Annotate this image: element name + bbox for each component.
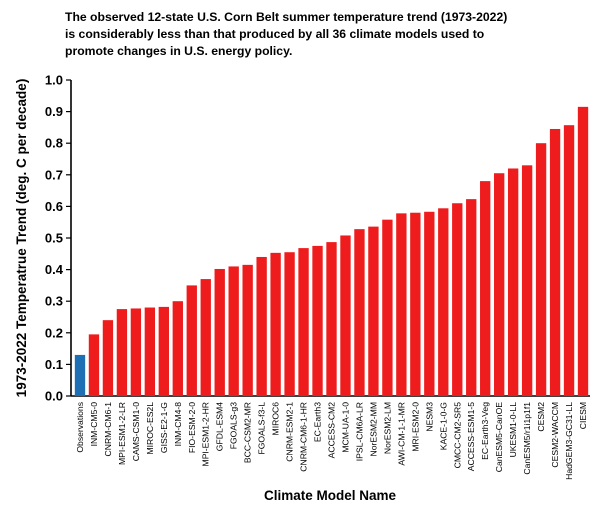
x-category-label: ACCESS-CM2 xyxy=(327,402,337,459)
x-category-label: BCC-CSM2-MR xyxy=(243,402,253,463)
x-category-label: Observations xyxy=(75,402,85,453)
x-category-label: CIESM xyxy=(578,402,588,429)
bar-model xyxy=(144,307,156,396)
x-category-label: INM-CM4-8 xyxy=(173,402,183,447)
bar-model xyxy=(116,309,128,396)
x-category-label: CNRM-ESM2-1 xyxy=(285,402,295,462)
bar-model xyxy=(424,211,435,396)
bar-model xyxy=(452,203,463,396)
x-category-label: MPI-ESM1-2-LR xyxy=(117,402,127,465)
x-category-label: CanESM5-CanOE xyxy=(494,402,504,472)
x-axis-title: Climate Model Name xyxy=(264,488,397,503)
y-tick-label: 0.0 xyxy=(45,389,63,404)
x-category-label: MRI-ESM2-0 xyxy=(410,402,420,452)
x-category-label: KACE-1-0-G xyxy=(438,402,448,451)
x-axis-category-labels: Observations INM-CM5-0 CNRM-CM6-1 MPI-ESM1-… xyxy=(75,402,588,480)
bars xyxy=(74,106,589,397)
x-category-label: CESM2-WACCM xyxy=(550,402,560,468)
bar-model xyxy=(340,235,351,396)
bar-model xyxy=(577,106,589,397)
bar-model xyxy=(521,165,533,396)
x-category-label: ACCESS-ESM1-5 xyxy=(466,402,476,471)
bar-model xyxy=(466,199,477,396)
x-category-label: MIROC-ES2L xyxy=(145,402,155,455)
y-tick-label: 0.1 xyxy=(45,357,63,372)
y-tick-label: 0.9 xyxy=(45,104,63,119)
y-tick-label: 0.2 xyxy=(45,325,63,340)
x-category-label: NESM3 xyxy=(424,402,434,432)
x-category-label: NorESM2-LM xyxy=(382,402,392,454)
bar-model xyxy=(270,252,281,396)
x-category-label: FGOALS-f3-L xyxy=(257,402,267,455)
x-category-label: MPI-ESM1-2-HR xyxy=(201,402,211,466)
bar-model xyxy=(410,212,421,396)
x-category-label: AWI-CM-1-1-MR xyxy=(396,402,406,466)
x-category-label: INM-CM5-0 xyxy=(89,402,99,447)
x-category-label: NorESM2-MM xyxy=(368,402,378,456)
chart-title-line: promote changes in U.S. energy policy. xyxy=(65,44,293,58)
bar-model xyxy=(158,306,169,396)
y-tick-label: 0.5 xyxy=(45,231,63,246)
bar-model xyxy=(88,334,100,396)
bar-model xyxy=(396,213,407,396)
x-category-label: HadGEM3-GC31-LL xyxy=(564,402,574,480)
bar-model xyxy=(326,242,337,396)
y-tick-label: 0.8 xyxy=(45,136,63,151)
y-tick-label: 0.7 xyxy=(45,167,63,182)
bar-model xyxy=(228,266,239,396)
x-category-label: UKESM1-0-LL xyxy=(508,402,518,458)
x-category-label: GISS-E2-1-G xyxy=(159,402,169,453)
chart-title: The observed 12-state U.S. Corn Belt sum… xyxy=(65,9,585,60)
y-tick-label: 0.6 xyxy=(45,199,63,214)
x-category-label: FIO-ESM-2-0 xyxy=(187,402,197,453)
bar-model xyxy=(535,143,547,396)
bar-model xyxy=(494,173,505,396)
y-tick-label: 0.3 xyxy=(45,294,63,309)
bar-model xyxy=(102,320,114,396)
y-axis-title: 1973-2022 Temperatrue Trend (deg. C per … xyxy=(14,79,29,398)
bar-model xyxy=(563,125,575,396)
x-category-label: MIROC6 xyxy=(271,402,281,436)
bar-model xyxy=(256,256,267,396)
bar-model xyxy=(507,168,519,396)
x-category-label: CESM2 xyxy=(536,402,546,432)
y-tick-label: 1.0 xyxy=(45,73,63,88)
bar-model xyxy=(284,252,295,396)
bar-model xyxy=(480,181,491,396)
x-category-label: MCM-UA-1-0 xyxy=(340,402,350,453)
bar-model xyxy=(549,128,561,397)
x-category-label: CMCC-CM2-SR5 xyxy=(452,402,462,469)
x-category-label: IPSL-CM6A-LR xyxy=(354,402,364,461)
x-category-label: FGOALS-g3 xyxy=(229,402,239,450)
x-category-label: CNRM-CM6-1 xyxy=(103,402,113,457)
bar-model xyxy=(438,208,449,396)
x-category-label: CNRM-CM6-1-HR xyxy=(299,402,309,472)
x-category-label: EC-Earth3 xyxy=(313,402,323,442)
bar-model xyxy=(368,226,379,396)
bar-model xyxy=(214,268,225,396)
x-category-label: GFDL-ESM4 xyxy=(215,402,225,451)
bar-model xyxy=(354,229,365,396)
chart-title-line: is considerably less than that produced … xyxy=(65,27,485,41)
bar-model xyxy=(382,219,393,396)
x-category-label: CanESM5/r1i1p1f1 xyxy=(522,402,532,475)
bar-model xyxy=(242,264,253,396)
bar-model xyxy=(186,285,197,396)
bar-observations xyxy=(74,354,86,396)
y-axis-ticks: 0.0 0.1 0.2 0.3 0.4 0.5 0.6 0.7 0.8 0.9 1.0 xyxy=(45,73,71,404)
bar-model xyxy=(130,308,142,396)
bar-model xyxy=(298,248,309,396)
y-tick-label: 0.4 xyxy=(45,262,64,277)
bar-model xyxy=(200,279,211,396)
bar-model xyxy=(172,301,183,396)
chart-title-line: The observed 12-state U.S. Corn Belt sum… xyxy=(65,10,508,24)
bar-model xyxy=(312,245,323,396)
x-category-label: EC-Earth3-Veg xyxy=(480,402,490,460)
x-category-label: CAMS-CSM1-0 xyxy=(131,402,141,461)
